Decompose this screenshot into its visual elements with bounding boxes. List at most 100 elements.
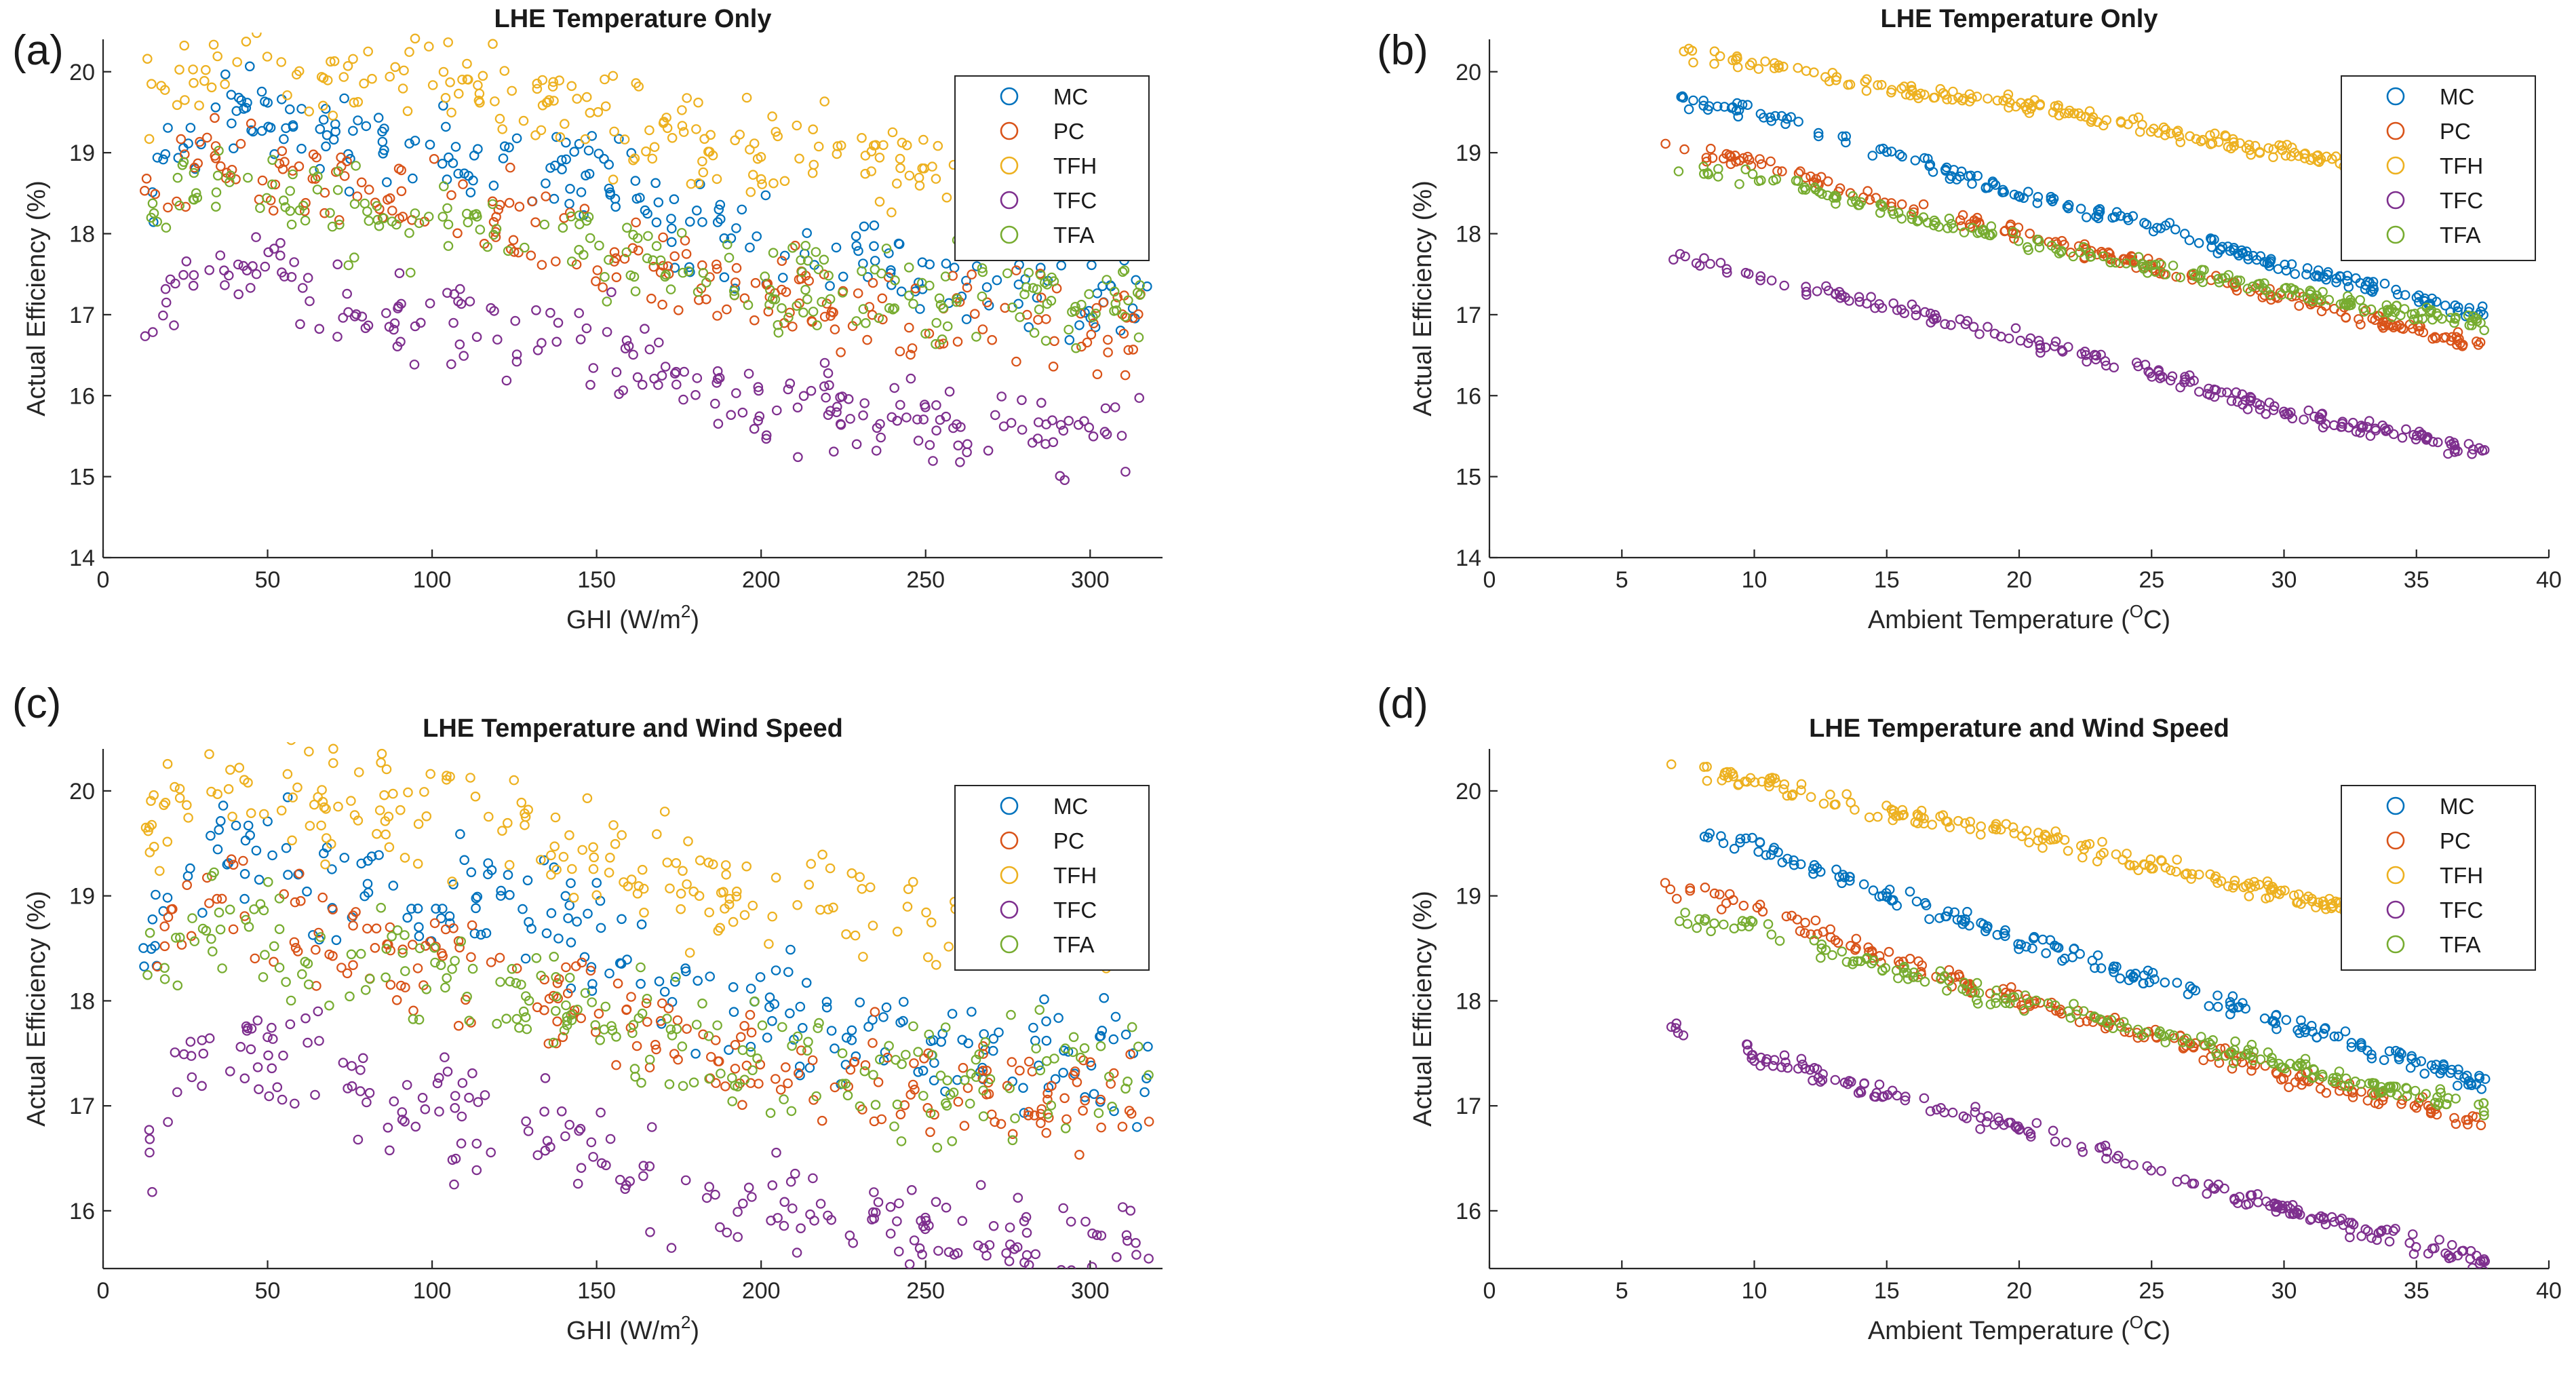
data-point-tfc (1761, 1057, 1771, 1067)
data-point-tfc (364, 1087, 375, 1098)
data-point-tfh (2144, 860, 2155, 871)
data-point-mc (899, 997, 909, 1007)
data-point-tfc (581, 323, 592, 334)
data-point-tfc (2467, 448, 2477, 459)
data-point-tfc (223, 270, 234, 281)
data-point-mc (831, 242, 842, 253)
data-point-mc (412, 904, 423, 914)
data-point-pc (609, 256, 619, 267)
data-point-tfc (1722, 267, 1732, 278)
data-point-tfa (642, 253, 652, 263)
data-point-tfa (1007, 302, 1017, 313)
data-point-pc (292, 946, 303, 956)
data-point-tfc (540, 1073, 551, 1083)
data-point-tfh (427, 80, 438, 90)
data-point-tfa (1918, 212, 1929, 223)
data-point-mc (2440, 301, 2451, 311)
data-point-tfh (1760, 56, 1770, 66)
data-point-tfc (924, 1220, 934, 1231)
data-point-tfa (643, 231, 653, 241)
data-point-mc (2238, 998, 2248, 1008)
data-point-tfc (2216, 387, 2227, 398)
data-point-tfa (1079, 1043, 1090, 1053)
panel-letter: (a) (12, 27, 64, 74)
data-point-tfa (913, 1047, 923, 1057)
data-point-mc (915, 304, 925, 314)
data-point-tfa (2022, 241, 2033, 252)
data-point-tfc (2081, 350, 2091, 360)
data-point-tfa (410, 208, 421, 218)
data-point-mc (2063, 199, 2074, 210)
data-point-tfh (204, 749, 214, 759)
data-point-pc (530, 217, 541, 227)
data-point-tfh (619, 134, 630, 144)
data-point-tfa (345, 991, 355, 1002)
data-point-pc (2458, 339, 2468, 350)
data-point-tfh (1965, 824, 1976, 834)
data-point-tfa (399, 930, 410, 940)
data-point-tfh (2116, 117, 2126, 128)
data-point-tfh (225, 765, 235, 775)
data-point-pc (514, 201, 525, 212)
data-point-tfa (960, 1075, 970, 1085)
data-point-tfh (577, 845, 587, 855)
data-point-tfa (677, 1041, 688, 1051)
data-point-pc (621, 1004, 632, 1015)
data-point-mc (622, 954, 632, 965)
data-point-tfh (1896, 83, 1907, 94)
data-point-tfc (343, 1083, 353, 1094)
data-point-pc (1112, 292, 1123, 303)
data-point-tfh (463, 75, 473, 85)
data-point-tfc (2356, 421, 2366, 431)
data-point-tfa (942, 1075, 952, 1085)
x-tick-label: 50 (255, 1278, 281, 1304)
data-point-tfc (754, 385, 764, 396)
data-point-mc (545, 163, 555, 173)
data-point-tfc (2408, 1249, 2419, 1259)
data-point-tfh (895, 153, 905, 164)
data-point-tfc (1079, 416, 1089, 426)
data-point-pc (1098, 297, 1108, 308)
data-point-tfa (177, 160, 188, 170)
data-point-mc (566, 937, 577, 948)
data-point-tfa (752, 1053, 762, 1064)
data-point-pc (1027, 1066, 1038, 1077)
data-point-mc (579, 210, 589, 220)
data-point-tfc (225, 1066, 235, 1077)
data-point-tfa (2402, 1091, 2413, 1102)
data-point-tfc (645, 1227, 655, 1237)
data-point-mc (2384, 1046, 2395, 1056)
data-point-tfa (2410, 1085, 2421, 1096)
data-point-mc (929, 1075, 939, 1085)
data-point-tfh (828, 902, 838, 913)
data-point-tfa (1127, 1022, 1137, 1032)
data-point-mc (302, 886, 312, 897)
data-point-tfa (2479, 1110, 2489, 1121)
data-point-tfh (338, 72, 349, 82)
data-point-mc (147, 914, 158, 925)
data-point-tfh (326, 838, 336, 849)
data-point-tfh (1753, 64, 1764, 74)
data-point-tfh (374, 805, 385, 815)
data-point-mc (795, 1001, 806, 1012)
data-point-tfh (328, 758, 338, 769)
data-point-tfc (2210, 385, 2221, 395)
data-point-tfh (2048, 107, 2058, 117)
data-point-tfc (2277, 1200, 2288, 1211)
data-point-tfc (2026, 1132, 2036, 1142)
data-point-tfa (1747, 169, 1758, 179)
data-point-tfc (1013, 1193, 1023, 1203)
data-point-tfa (1002, 268, 1013, 279)
data-point-mc (680, 966, 691, 977)
data-point-tfc (286, 271, 297, 282)
data-point-tfa (662, 1013, 672, 1024)
data-point-tfc (1092, 1230, 1102, 1240)
data-point-tfh (2097, 836, 2107, 847)
data-point-pc (845, 1064, 856, 1075)
data-point-tfh (282, 769, 293, 779)
data-point-tfa (908, 298, 918, 309)
data-point-tfc (1962, 315, 1973, 326)
data-point-tfa (1972, 978, 1983, 988)
data-point-tfa (2442, 1099, 2452, 1110)
data-point-tfh (2321, 151, 2332, 162)
